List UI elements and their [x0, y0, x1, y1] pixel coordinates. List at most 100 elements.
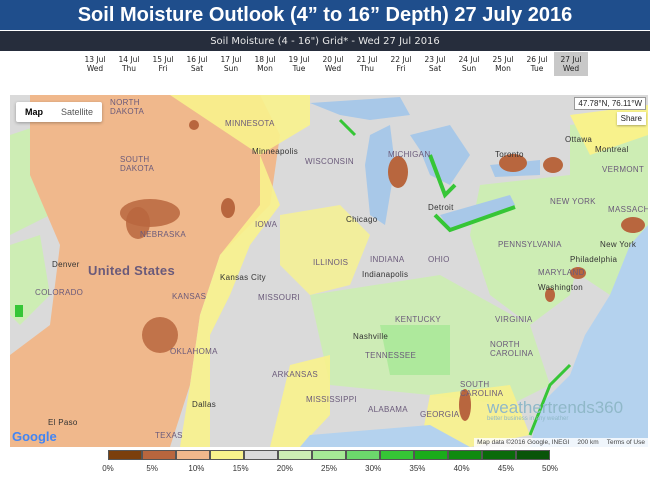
label-kansas: KANSAS	[172, 292, 207, 301]
legend-swatch	[312, 450, 346, 460]
share-button[interactable]: Share	[616, 112, 646, 125]
terms-of-use-link[interactable]: Terms of Use	[606, 439, 645, 446]
label-indianapolis: Indianapolis	[362, 270, 409, 279]
google-logo[interactable]: Google	[12, 429, 57, 444]
page-title: Soil Moisture Outlook (4” to 16” Depth) …	[77, 3, 573, 26]
brand-tagline: better business in any weather	[487, 416, 569, 422]
label-alabama: ALABAMA	[368, 405, 408, 414]
label-chicago: Chicago	[346, 215, 378, 224]
label-ohio: OHIO	[428, 255, 450, 264]
label-arkansas: ARKANSAS	[272, 370, 318, 379]
date-label: 26 Jul	[526, 55, 548, 64]
brand-name: weathertrends360	[487, 398, 624, 417]
legend-label: 0%	[102, 464, 114, 473]
legend-swatch	[108, 450, 142, 460]
date-18-jul[interactable]: 18 Jul Mon	[248, 52, 282, 76]
date-label: 27 Jul	[560, 55, 582, 64]
legend-label: 15%	[232, 464, 249, 473]
legend-swatch	[346, 450, 380, 460]
date-13-jul[interactable]: 13 Jul Wed	[78, 52, 112, 76]
label-united-states: United States	[88, 263, 175, 278]
date-14-jul[interactable]: 14 Jul Thu	[112, 52, 146, 76]
day-label: Wed	[86, 64, 104, 73]
legend-label: 10%	[188, 464, 205, 473]
label-el-paso: El Paso	[48, 418, 78, 427]
legend-swatch	[244, 450, 278, 460]
label-south-carolina: SOUTH CAROLINA	[460, 380, 504, 398]
label-indiana: INDIANA	[370, 255, 405, 264]
date-25-jul[interactable]: 25 Jul Mon	[486, 52, 520, 76]
date-label: 15 Jul	[152, 55, 174, 64]
moisture-legend-labels: 0% 5% 10% 15% 20% 25% 30% 35% 40% 45% 50%	[102, 464, 558, 476]
date-19-jul[interactable]: 19 Jul Tue	[282, 52, 316, 76]
day-label: Tue	[530, 64, 544, 73]
label-kentucky: KENTUCKY	[395, 315, 441, 324]
date-label: 16 Jul	[186, 55, 208, 64]
date-15-jul[interactable]: 15 Jul Fri	[146, 52, 180, 76]
map-view[interactable]: Map Satellite 47.78°N, 76.11°W Share NOR…	[10, 95, 648, 447]
date-20-jul[interactable]: 20 Jul Wed	[316, 52, 350, 76]
day-label: Tue	[292, 64, 306, 73]
label-ottawa: Ottawa	[565, 135, 593, 144]
map-type-control: Map Satellite	[16, 102, 103, 122]
label-nebraska: NEBRASKA	[140, 230, 186, 239]
date-label: 23 Jul	[424, 55, 446, 64]
day-label: Wed	[324, 64, 342, 73]
day-label: Thu	[121, 64, 137, 73]
legend-label: 40%	[453, 464, 470, 473]
soil-moisture-map	[10, 95, 648, 447]
date-label: 14 Jul	[118, 55, 140, 64]
legend-swatch	[278, 450, 312, 460]
date-23-jul[interactable]: 23 Jul Sat	[418, 52, 452, 76]
date-24-jul[interactable]: 24 Jul Sun	[452, 52, 486, 76]
map-type-satellite-button[interactable]: Satellite	[61, 107, 94, 117]
legend-label: 25%	[320, 464, 338, 473]
day-label: Sat	[428, 64, 442, 73]
map-type-map-button[interactable]: Map	[25, 107, 43, 117]
map-data-credit: Map data ©2016 Google, INEGI	[477, 439, 570, 446]
legend-swatch	[142, 450, 176, 460]
legend-swatch	[482, 450, 516, 460]
date-label: 24 Jul	[458, 55, 480, 64]
label-washington: Washington	[538, 283, 583, 292]
label-illinois: ILLINOIS	[313, 258, 349, 267]
legend-swatch	[414, 450, 448, 460]
label-missouri: MISSOURI	[258, 293, 300, 302]
day-label: Mon	[495, 64, 511, 73]
legend-label: 30%	[365, 464, 382, 473]
label-south-dakota: SOUTH DAKOTA	[120, 155, 155, 173]
date-21-jul[interactable]: 21 Jul Thu	[350, 52, 384, 76]
legend-swatch	[448, 450, 482, 460]
legend-swatch	[210, 450, 244, 460]
label-north-dakota: NORTH DAKOTA	[110, 98, 145, 116]
date-22-jul[interactable]: 22 Jul Fri	[384, 52, 418, 76]
coordinate-readout: 47.78°N, 76.11°W	[574, 97, 646, 110]
date-16-jul[interactable]: 16 Jul Sat	[180, 52, 214, 76]
day-label: Sun	[223, 64, 239, 73]
date-label: 21 Jul	[356, 55, 378, 64]
date-26-jul[interactable]: 26 Jul Tue	[520, 52, 554, 76]
label-north-carolina: NORTH CAROLINA	[490, 340, 534, 358]
label-toronto: Toronto	[495, 150, 524, 159]
map-scale: 200 km	[577, 439, 599, 446]
label-dallas: Dallas	[192, 400, 217, 409]
legend-label: 5%	[146, 464, 158, 473]
date-17-jul[interactable]: 17 Jul Sun	[214, 52, 248, 76]
google-logo-text: Google	[12, 429, 57, 444]
date-label: 22 Jul	[390, 55, 412, 64]
day-label: Fri	[158, 64, 168, 73]
label-virginia: VIRGINIA	[495, 315, 533, 324]
legend-label: 20%	[276, 464, 293, 473]
label-massachusetts: MASSACHUSE	[608, 205, 648, 214]
label-tennessee: TENNESSEE	[365, 351, 417, 360]
legend-swatch	[516, 450, 550, 460]
label-mississippi: MISSISSIPPI	[306, 395, 357, 404]
date-27-jul[interactable]: 27 Jul Wed	[554, 52, 588, 76]
label-detroit: Detroit	[428, 203, 454, 212]
label-minnesota: MINNESOTA	[225, 119, 275, 128]
date-label: 25 Jul	[492, 55, 514, 64]
legend-label: 35%	[409, 464, 426, 473]
moisture-legend	[108, 450, 550, 460]
subtitle-bar: Soil Moisture (4 - 16") Grid* - Wed 27 J…	[0, 31, 650, 51]
date-label: 19 Jul	[288, 55, 310, 64]
